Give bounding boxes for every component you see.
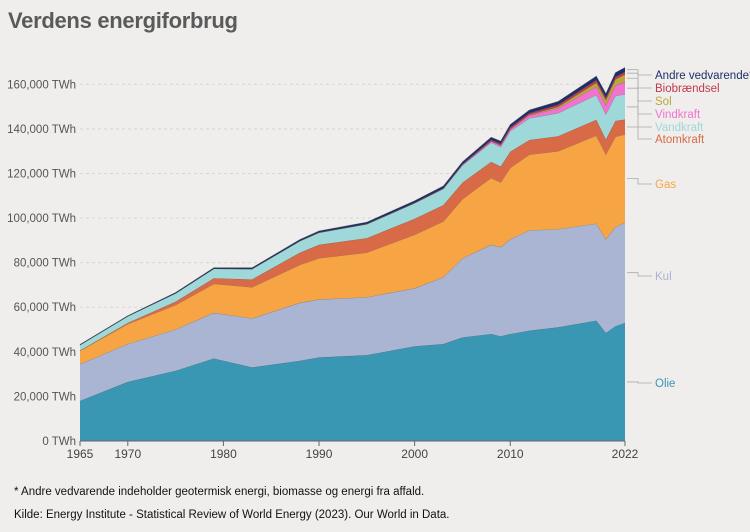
x-tick-label: 2010: [497, 447, 524, 461]
y-tick-label: 140,000 TWh: [7, 124, 76, 136]
x-tick-label: 1990: [306, 447, 333, 461]
footnote: * Andre vedvarende indeholder geotermisk…: [14, 486, 425, 498]
series-label-vindkraft: Vindkraft: [655, 109, 701, 121]
leader-line-gas: [627, 178, 652, 185]
leader-line-vandkraft: [627, 106, 652, 128]
series-label-andre-vedvarende: Andre vedvarende*: [655, 70, 750, 82]
y-tick-label: 60,000 TWh: [14, 302, 76, 314]
area-atomkraft: [80, 119, 625, 351]
series-label-biobr-ndsel: Biobrændsel: [655, 83, 720, 95]
leader-line-andre-vedvarende: [627, 69, 652, 76]
x-tick-label: 1965: [67, 447, 94, 461]
y-tick-label: 20,000 TWh: [14, 391, 76, 403]
y-tick-label: 40,000 TWh: [14, 347, 76, 359]
series-label-gas: Gas: [655, 179, 676, 191]
leader-line-olie: [627, 381, 652, 384]
chart-title: Verdens energiforbrug: [8, 8, 238, 33]
y-tick-label: 100,000 TWh: [7, 213, 76, 225]
x-tick-label: 1980: [210, 447, 237, 461]
x-tick-label: 2022: [612, 447, 639, 461]
area-edge-andre-vedvarende: [79, 67, 626, 345]
area-andre-vedvarende: [80, 67, 625, 345]
stacked-area-chart: 0 TWh 20,000 TWh 40,000 TWh 60,000 TWh 80,00…: [7, 67, 750, 461]
y-tick-label: 120,000 TWh: [7, 168, 76, 180]
leader-line-biobr-ndsel: [627, 72, 652, 89]
source-note: Kilde: Energy Institute - Statistical Re…: [14, 509, 450, 521]
series-label-vandkraft: Vandkraft: [655, 122, 704, 134]
leader-line-sol: [627, 77, 652, 102]
area-kul: [80, 222, 625, 401]
leader-line-kul: [627, 272, 652, 277]
y-tick-label: 160,000 TWh: [7, 79, 76, 91]
area-olie: [80, 320, 625, 441]
y-tick-label: 0 TWh: [42, 436, 76, 448]
series-label-olie: Olie: [655, 378, 675, 390]
x-tick-label: 1970: [114, 447, 141, 461]
area-gas: [80, 134, 625, 365]
leader-line-atomkraft: [627, 126, 652, 140]
area-vandkraft: [80, 94, 625, 351]
x-tick-label: 2000: [401, 447, 428, 461]
series-label-kul: Kul: [655, 271, 672, 283]
y-tick-label: 80,000 TWh: [14, 258, 76, 270]
series-label-atomkraft: Atomkraft: [655, 134, 705, 146]
series-label-sol: Sol: [655, 96, 672, 108]
